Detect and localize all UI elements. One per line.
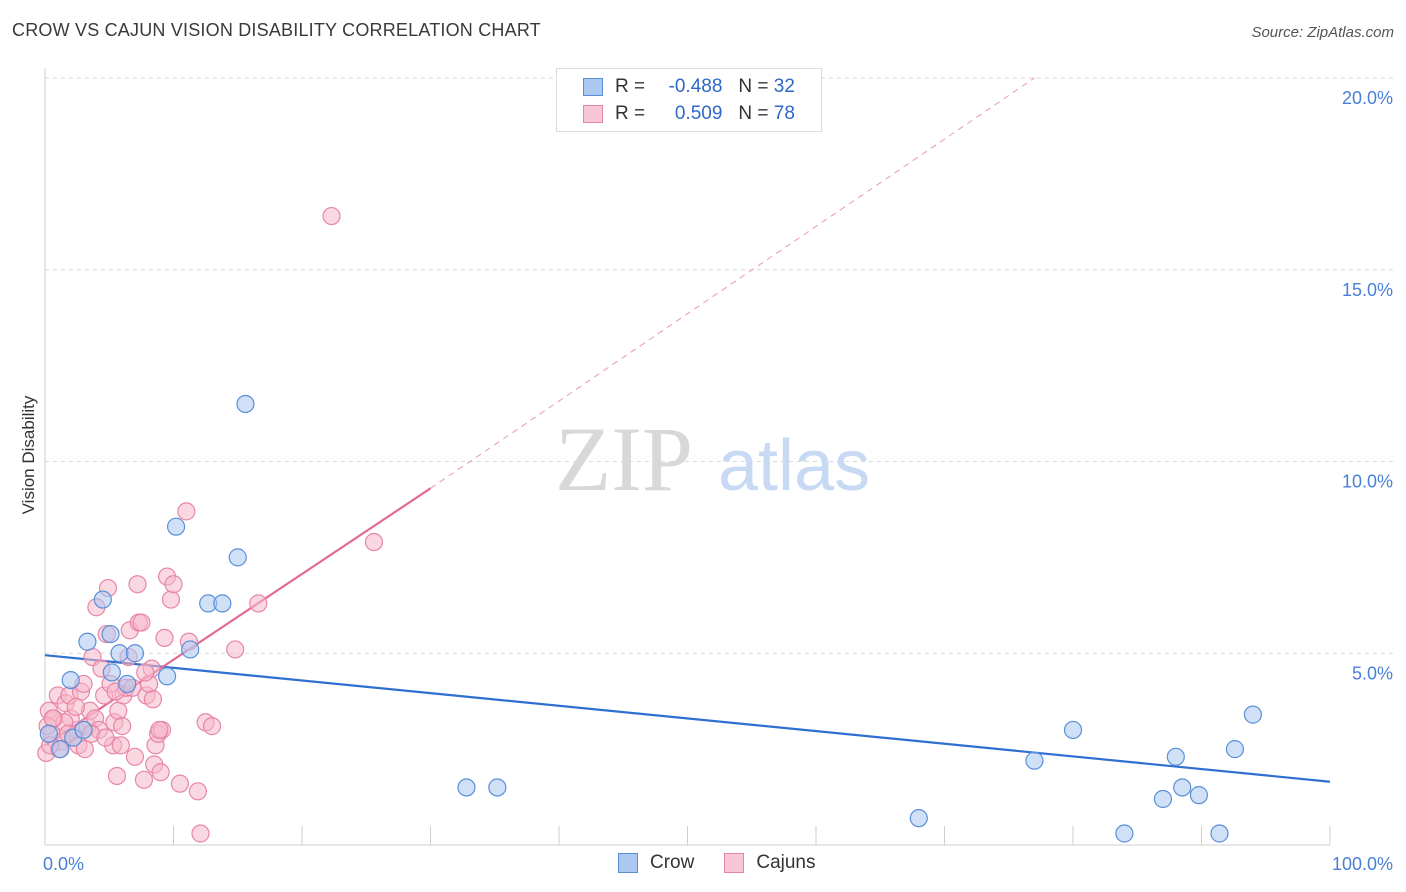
crow-point xyxy=(1115,824,1134,843)
crow-point xyxy=(125,644,145,663)
r-label: R = xyxy=(615,103,646,124)
cajun-point xyxy=(364,532,384,552)
chart-title: CROW VS CAJUN VISION DISABILITY CORRELAT… xyxy=(12,20,541,40)
cajun-point xyxy=(150,720,169,740)
crow-point xyxy=(157,667,177,686)
cajun-point xyxy=(75,740,94,759)
legend: R = -0.488 N = 32 R = 0.509 N = 78 xyxy=(556,68,822,132)
cajun-point xyxy=(96,728,115,747)
n-label: N = xyxy=(738,76,769,97)
crow-point xyxy=(1063,720,1083,740)
y-axis-label: Vision Disability xyxy=(19,395,38,514)
cajun-point xyxy=(161,590,181,609)
cajuns-label: Cajuns xyxy=(756,852,816,873)
cajun-point xyxy=(164,575,183,594)
cajun-point xyxy=(188,782,208,801)
cajun-swatch xyxy=(724,853,745,873)
bottom-legend-cajuns: Cajuns xyxy=(724,852,816,874)
x-tick-label: 0.0% xyxy=(43,854,84,874)
bottom-legend-crow: Crow xyxy=(618,852,694,874)
crow-point xyxy=(236,394,255,414)
r-value-crow: -0.488 xyxy=(668,76,723,97)
cajun-point xyxy=(322,206,341,226)
crow-point xyxy=(78,632,97,651)
cajun-point xyxy=(155,628,174,648)
cajun-point xyxy=(170,774,190,793)
cajun-point xyxy=(191,824,210,843)
cajun-swatch xyxy=(583,105,603,123)
bottom-legend: Crow Cajuns xyxy=(618,852,846,874)
watermark: ZIP atlas xyxy=(555,408,870,510)
data-points xyxy=(37,206,1263,843)
cajun-point xyxy=(143,690,163,709)
cajun-point xyxy=(151,763,170,782)
cajun-point xyxy=(132,613,151,632)
crow-point xyxy=(74,720,93,740)
x-tick-label: 100.0% xyxy=(1332,854,1393,874)
crow-swatch xyxy=(618,853,638,873)
crow-point xyxy=(1225,740,1245,759)
gridlines xyxy=(45,77,1395,654)
crow-swatch xyxy=(583,78,603,96)
y-tick-label: 15.0% xyxy=(1342,280,1393,300)
crow-point xyxy=(166,517,186,536)
cajun-point xyxy=(43,709,62,728)
crow-point xyxy=(1210,824,1229,843)
n-label: N = xyxy=(738,103,769,124)
y-tick-label: 10.0% xyxy=(1342,472,1393,492)
cajun-point xyxy=(128,575,147,594)
crow-point xyxy=(213,594,232,613)
r-label: R = xyxy=(615,76,646,97)
r-value-cajuns: 0.509 xyxy=(674,103,723,124)
crow-point xyxy=(228,548,247,567)
legend-row-crow: R = -0.488 N = 32 xyxy=(583,75,795,99)
cajun-point xyxy=(111,736,130,755)
y-tick-label: 5.0% xyxy=(1352,663,1393,683)
crow-point xyxy=(118,674,137,694)
crow-point xyxy=(488,778,507,797)
crow-point xyxy=(110,644,129,663)
crow-point xyxy=(1243,705,1263,724)
legend-row-cajuns: R = 0.509 N = 78 xyxy=(583,102,795,126)
cajun-point xyxy=(66,697,85,717)
cajun-point xyxy=(112,717,132,736)
crow-trend-line xyxy=(44,654,1331,783)
cajun-point xyxy=(134,770,154,789)
crow-point xyxy=(51,740,70,759)
y-tick-label: 20.0% xyxy=(1342,88,1393,108)
crow-point xyxy=(1153,789,1173,809)
cajun-point xyxy=(249,594,268,613)
cajun-point xyxy=(125,747,145,766)
crow-label: Crow xyxy=(650,852,695,873)
crow-point xyxy=(909,809,928,828)
cajun-point xyxy=(136,663,155,682)
crow-point xyxy=(101,624,120,644)
crow-point xyxy=(181,640,200,659)
n-value-crow: 32 xyxy=(773,76,795,97)
crow-point xyxy=(1189,786,1209,805)
crow-point xyxy=(1173,778,1192,797)
watermark-zip: ZIP xyxy=(555,408,693,510)
crow-point xyxy=(102,663,121,682)
cajun-point xyxy=(226,640,245,659)
crow-point xyxy=(61,670,80,690)
crow-point xyxy=(1025,751,1044,770)
tick-labels: 5.0% 10.0% 15.0% 20.0% 0.0% 100.0% xyxy=(43,88,1393,874)
cajun-trend-line xyxy=(44,487,432,747)
cajun-point xyxy=(202,717,222,736)
n-value-cajuns: 78 xyxy=(773,103,795,124)
cajun-point xyxy=(107,766,127,786)
crow-point xyxy=(39,724,58,743)
source-label: Source: ZipAtlas.com xyxy=(1251,24,1394,41)
watermark-atlas: atlas xyxy=(718,426,870,506)
crow-point xyxy=(93,590,112,609)
crow-point xyxy=(1166,747,1185,766)
cajun-point xyxy=(109,701,128,720)
crow-point xyxy=(457,778,476,797)
cajun-trend-extension xyxy=(430,77,1035,489)
cajun-point xyxy=(177,502,196,521)
